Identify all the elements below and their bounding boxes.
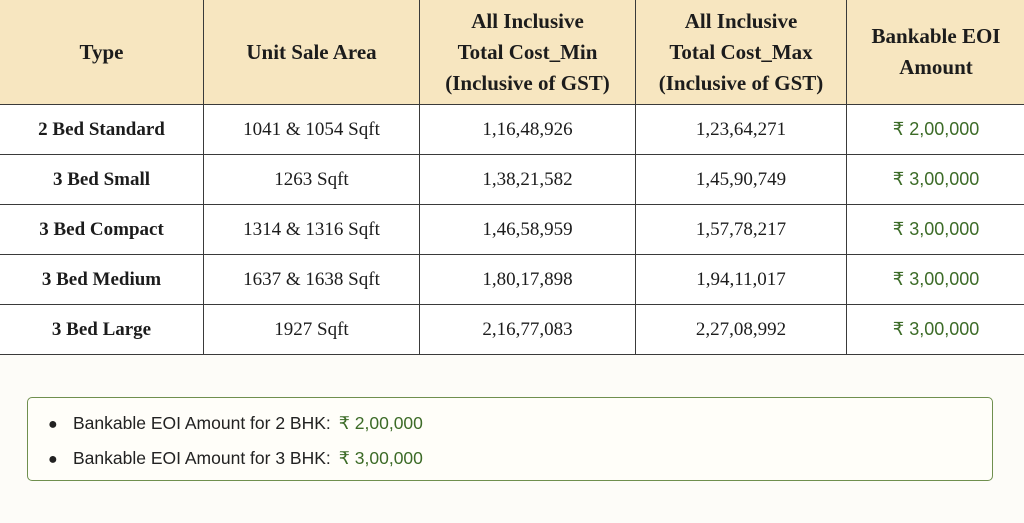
cell-eoi: ₹ 3,00,000 xyxy=(846,304,1024,355)
header-total-cost-min: All Inclusive Total Cost_Min (Inclusive … xyxy=(419,0,636,105)
cell-area: 1263 Sqft xyxy=(203,154,420,205)
list-item: ● Bankable EOI Amount for 2 BHK: ₹ 2,00,00… xyxy=(48,411,423,435)
header-max-line-1: All Inclusive xyxy=(684,8,798,33)
header-eoi-line-2: Amount xyxy=(899,55,973,79)
table-row: 3 Bed Small 1263 Sqft 1,38,21,582 1,45,9… xyxy=(0,154,1024,205)
header-unit-sale-area: Unit Sale Area xyxy=(203,0,420,105)
cell-area: 1041 & 1054 Sqft xyxy=(203,104,420,155)
header-total-cost-max: All Inclusive Total Cost_Max (Inclusive … xyxy=(635,0,847,105)
cell-eoi: ₹ 2,00,000 xyxy=(846,104,1024,155)
cell-type: 3 Bed Large xyxy=(0,304,204,355)
header-bankable-eoi: Bankable EOI Amount xyxy=(846,0,1024,105)
cell-type: 3 Bed Medium xyxy=(0,254,204,305)
cell-cost-min: 1,38,21,582 xyxy=(419,154,636,205)
cell-cost-max: 2,27,08,992 xyxy=(635,304,847,355)
list-item: ● Bankable EOI Amount for 3 BHK: ₹ 3,00,00… xyxy=(48,446,423,470)
bullet-icon: ● xyxy=(48,451,58,468)
pricing-table: Type Unit Sale Area All Inclusive Total … xyxy=(0,0,1024,355)
table-row: 3 Bed Large 1927 Sqft 2,16,77,083 2,27,0… xyxy=(0,304,1024,355)
header-min-line-1: All Inclusive xyxy=(471,8,584,33)
header-max-line-2: Total Cost_Max xyxy=(669,39,813,64)
header-row: Type Unit Sale Area All Inclusive Total … xyxy=(0,0,1024,105)
cell-cost-max: 1,45,90,749 xyxy=(635,154,847,205)
header-min-line-2: Total Cost_Min xyxy=(457,39,598,64)
note-label: Bankable EOI Amount for 3 BHK: xyxy=(73,448,331,468)
cell-area: 1637 & 1638 Sqft xyxy=(203,254,420,305)
cell-type: 2 Bed Standard xyxy=(0,104,204,155)
table-row: 3 Bed Compact 1314 & 1316 Sqft 1,46,58,9… xyxy=(0,204,1024,255)
note-amount: ₹ 2,00,000 xyxy=(338,413,423,433)
cell-eoi: ₹ 3,00,000 xyxy=(846,254,1024,305)
table-row: 3 Bed Medium 1637 & 1638 Sqft 1,80,17,89… xyxy=(0,254,1024,305)
bullet-icon: ● xyxy=(48,416,58,433)
cell-cost-min: 2,16,77,083 xyxy=(419,304,636,355)
cell-type: 3 Bed Small xyxy=(0,154,204,205)
table-row: 2 Bed Standard 1041 & 1054 Sqft 1,16,48,… xyxy=(0,104,1024,155)
cell-cost-max: 1,57,78,217 xyxy=(635,204,847,255)
cell-type: 3 Bed Compact xyxy=(0,204,204,255)
cell-cost-max: 1,94,11,017 xyxy=(635,254,847,305)
cell-cost-min: 1,80,17,898 xyxy=(419,254,636,305)
cell-cost-max: 1,23,64,271 xyxy=(635,104,847,155)
header-max-line-3: (Inclusive of GST) xyxy=(658,70,824,95)
header-type: Type xyxy=(0,0,204,105)
cell-cost-min: 1,16,48,926 xyxy=(419,104,636,155)
header-eoi-line-1: Bankable EOI xyxy=(871,24,1001,48)
note-amount: ₹ 3,00,000 xyxy=(338,448,423,468)
note-label: Bankable EOI Amount for 2 BHK: xyxy=(73,413,331,433)
header-area-line: Unit Sale Area xyxy=(246,39,377,64)
cell-area: 1314 & 1316 Sqft xyxy=(203,204,420,255)
header-type-line: Type xyxy=(79,39,124,64)
cell-cost-min: 1,46,58,959 xyxy=(419,204,636,255)
eoi-note-box: ● Bankable EOI Amount for 2 BHK: ₹ 2,00,00… xyxy=(27,397,993,481)
header-min-line-3: (Inclusive of GST) xyxy=(445,70,610,95)
cell-eoi: ₹ 3,00,000 xyxy=(846,154,1024,205)
cell-eoi: ₹ 3,00,000 xyxy=(846,204,1024,255)
cell-area: 1927 Sqft xyxy=(203,304,420,355)
